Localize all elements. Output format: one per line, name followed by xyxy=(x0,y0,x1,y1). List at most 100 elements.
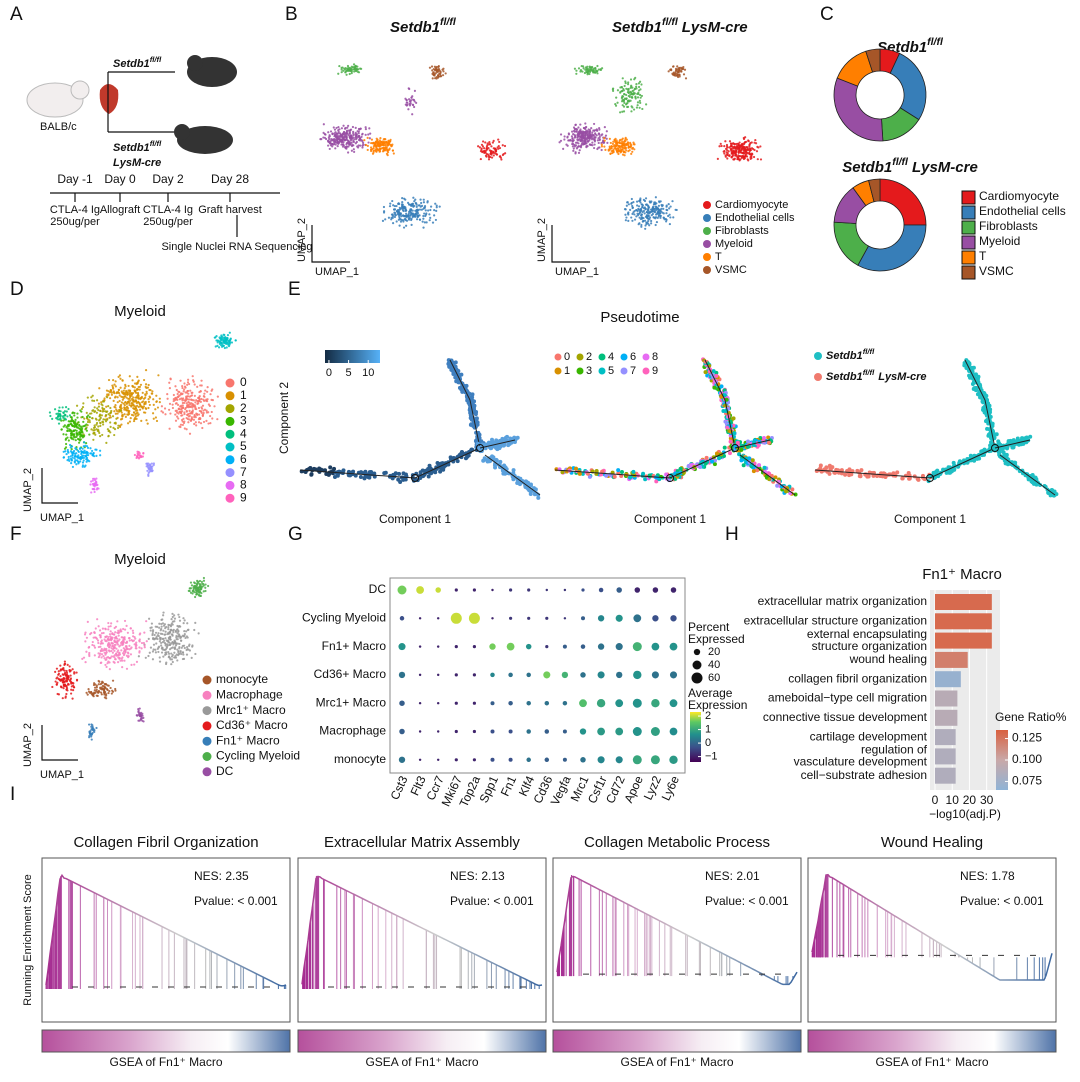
cell-dot xyxy=(335,126,338,130)
cell-dot xyxy=(422,201,426,204)
day-label: Day -1 xyxy=(57,172,93,186)
cell-dot xyxy=(599,68,602,72)
cell-dot xyxy=(640,216,643,219)
cell-dot xyxy=(402,209,405,213)
cell-dot xyxy=(328,137,331,141)
cell-dot xyxy=(479,157,482,161)
cell-dot xyxy=(228,331,231,334)
cell-dot xyxy=(626,201,629,204)
cell-dot xyxy=(197,406,201,410)
cell-dot xyxy=(677,67,680,70)
cell-dot xyxy=(356,65,359,68)
cell-dot xyxy=(84,464,87,467)
cell-dot xyxy=(187,378,190,381)
legend-dot xyxy=(554,353,562,361)
cell-dot xyxy=(638,80,642,83)
cell-dot xyxy=(492,151,495,154)
cell-dot xyxy=(639,93,642,97)
cell-dot xyxy=(468,416,473,421)
strain-label: BALB/c xyxy=(40,121,77,133)
cell-dot xyxy=(439,72,442,75)
cell-dot xyxy=(64,438,67,441)
cell-dot xyxy=(193,414,196,417)
cell-dot xyxy=(110,393,114,396)
cell-dot xyxy=(374,149,378,152)
cell-dot xyxy=(748,143,751,146)
cell-dot xyxy=(191,589,194,592)
cell-dot xyxy=(401,201,404,204)
legend-label: VSMC xyxy=(979,264,1014,278)
cell-dot xyxy=(168,408,171,411)
cell-dot xyxy=(667,70,670,73)
legend-label: Endothelial cells xyxy=(979,204,1066,218)
legend-swatch xyxy=(961,250,976,265)
cell-dot xyxy=(420,201,423,205)
cell-dot xyxy=(527,488,532,493)
cell-dot xyxy=(189,591,193,594)
cell-dot xyxy=(482,150,485,153)
cell-dot xyxy=(591,65,594,69)
cell-dot xyxy=(724,140,727,143)
cell-dot xyxy=(511,468,516,473)
cell-dot xyxy=(631,146,635,149)
cell-dot xyxy=(569,139,572,142)
cell-dot xyxy=(434,202,437,205)
cell-dot xyxy=(118,425,122,429)
cell-dot xyxy=(114,380,117,383)
cell-dot xyxy=(655,205,658,208)
cell-dot xyxy=(385,141,388,144)
cell-dot xyxy=(858,474,863,479)
cell-dot xyxy=(672,216,675,219)
cell-dot xyxy=(129,416,132,420)
legend-label: T xyxy=(979,249,987,263)
cell-dot xyxy=(182,397,185,400)
cell-dot xyxy=(82,425,85,428)
cell-dot xyxy=(196,399,199,403)
cell-dot xyxy=(593,143,596,146)
cell-dot xyxy=(410,218,413,222)
cell-dot xyxy=(612,148,615,152)
cell-dot xyxy=(346,138,349,142)
cell-dot xyxy=(635,215,638,218)
cell-dot xyxy=(618,139,621,142)
cell-dot xyxy=(174,413,177,416)
cell-dot xyxy=(355,133,358,136)
cell-dot xyxy=(324,133,327,136)
legend-dot xyxy=(620,353,628,361)
cell-dot xyxy=(603,137,606,140)
cell-dot xyxy=(420,208,423,211)
cell-dot xyxy=(592,129,595,132)
cell-dot xyxy=(637,212,641,215)
cell-dot xyxy=(340,71,343,74)
cell-dot xyxy=(639,197,642,200)
cell-dot xyxy=(578,149,581,152)
cell-dot xyxy=(85,450,88,453)
cell-dot xyxy=(639,214,643,217)
cell-dot xyxy=(210,410,213,414)
legend-label: 6 xyxy=(630,351,636,363)
cell-dot xyxy=(352,132,355,135)
cell-dot xyxy=(109,425,112,428)
cell-dot xyxy=(75,455,79,458)
cell-dot xyxy=(66,415,69,418)
cell-dot xyxy=(641,206,644,209)
cell-dot xyxy=(68,459,71,463)
cell-dot xyxy=(359,470,364,475)
cell-dot xyxy=(340,143,343,146)
cell-dot xyxy=(600,134,603,137)
cell-dot xyxy=(83,417,86,420)
cell-dot xyxy=(422,226,425,229)
cell-dot xyxy=(593,140,597,143)
cell-dot xyxy=(647,209,650,212)
cell-dot xyxy=(405,212,408,215)
cell-dot xyxy=(187,395,190,398)
cell-dot xyxy=(616,144,619,147)
trajectory xyxy=(739,454,796,496)
cell-dot xyxy=(340,68,343,71)
cell-dot xyxy=(608,146,611,149)
cell-dot xyxy=(1006,439,1011,444)
cell-dot xyxy=(133,453,137,457)
cell-dot xyxy=(595,134,598,137)
cell-dot xyxy=(607,149,610,152)
legend-dot xyxy=(598,353,606,361)
